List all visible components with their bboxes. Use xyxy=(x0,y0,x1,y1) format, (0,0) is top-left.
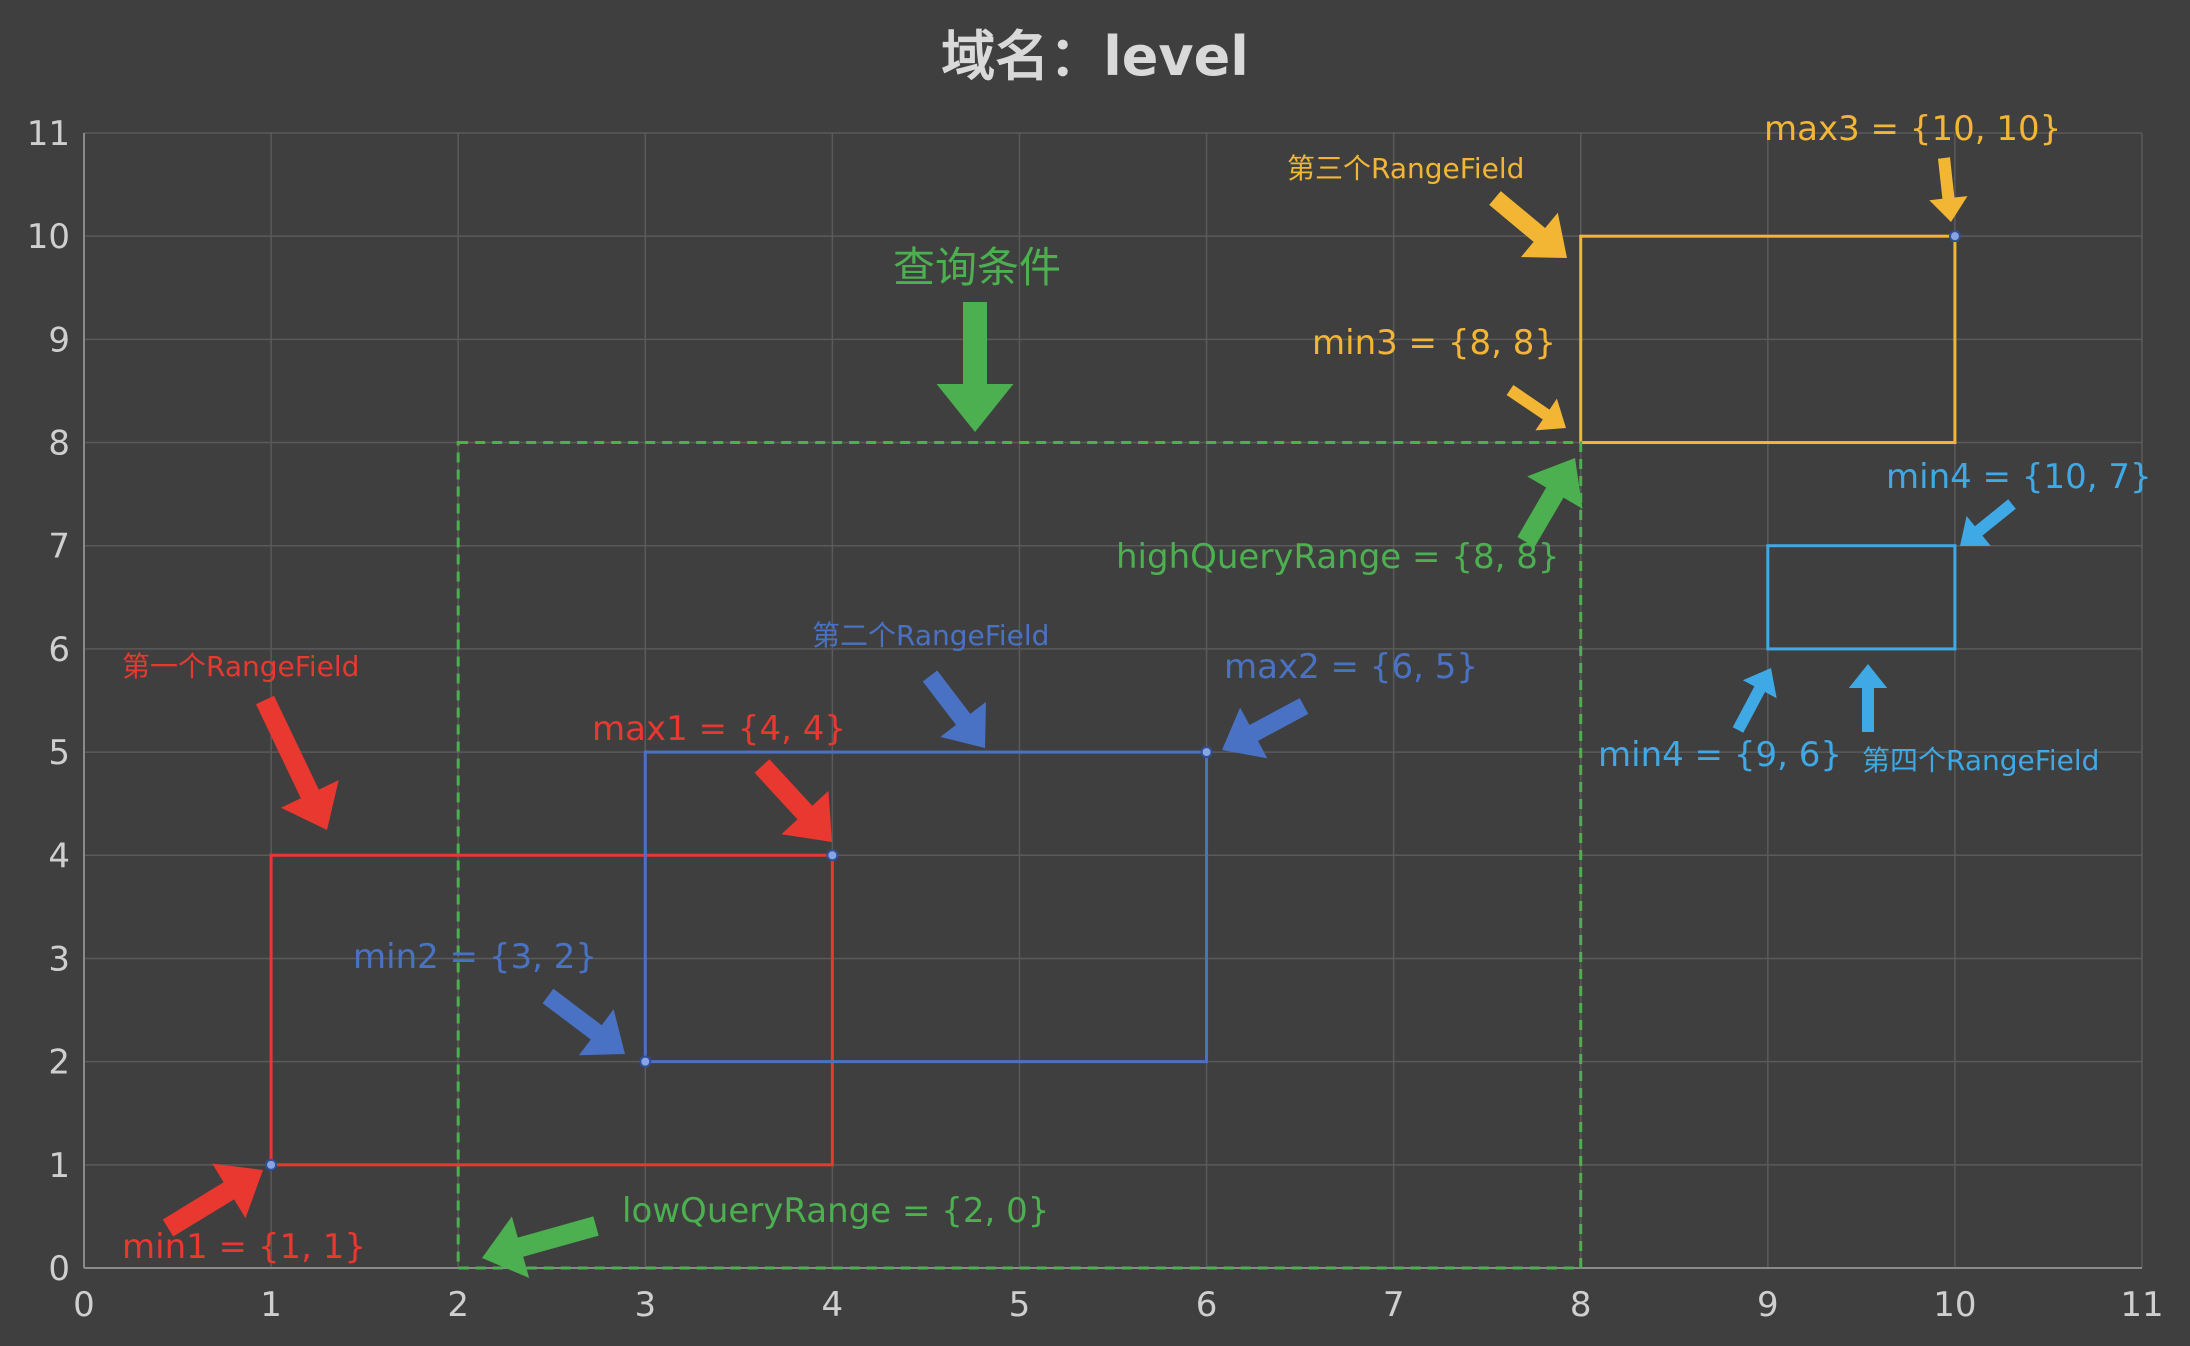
min4-min-label: min4 = {9, 6} xyxy=(1598,735,1842,775)
min4-max-label: min4 = {10, 7} xyxy=(1886,457,2152,497)
range-1-arrow xyxy=(256,695,339,830)
y-tick-label: 2 xyxy=(48,1043,70,1083)
x-tick-label: 3 xyxy=(634,1285,656,1325)
range-2-rect xyxy=(643,750,1209,1064)
x-tick-label: 8 xyxy=(1570,1285,1592,1325)
low-query-label: lowQueryRange = {2, 0} xyxy=(622,1191,1049,1231)
corner-point xyxy=(1948,230,1961,243)
query-label: 查询条件 xyxy=(893,243,1061,292)
min1-arrow xyxy=(162,1163,263,1237)
min4-min-arrow xyxy=(1732,668,1777,733)
max3-arrow xyxy=(1929,157,1968,222)
min1-label: min1 = {1, 1} xyxy=(122,1227,366,1267)
min2-label: min2 = {3, 2} xyxy=(353,937,597,977)
range-4-rect xyxy=(1766,544,1957,651)
y-tick-label: 11 xyxy=(27,114,70,154)
high-query-label: highQueryRange = {8, 8} xyxy=(1116,537,1559,577)
y-tick-label: 8 xyxy=(48,424,70,464)
corner-point xyxy=(639,1055,652,1068)
range-4-arrow xyxy=(1848,664,1888,732)
x-tick-label: 4 xyxy=(822,1285,844,1325)
x-tick-label: 1 xyxy=(260,1285,282,1325)
x-tick-label: 5 xyxy=(1009,1285,1031,1325)
query-arrow xyxy=(936,302,1014,432)
y-tick-label: 0 xyxy=(48,1249,70,1289)
range-1-rect xyxy=(269,853,834,1167)
y-tick-label: 9 xyxy=(48,320,70,360)
x-tick-label: 0 xyxy=(73,1285,95,1325)
y-tick-label: 5 xyxy=(48,733,70,773)
x-tick-label: 11 xyxy=(2120,1285,2163,1325)
max2-label: max2 = {6, 5} xyxy=(1224,647,1478,687)
range-3-label: 第三个RangeField xyxy=(1287,152,1524,185)
y-tick-label: 7 xyxy=(48,527,70,567)
x-tick-label: 6 xyxy=(1196,1285,1218,1325)
x-tick-label: 7 xyxy=(1383,1285,1405,1325)
corner-point xyxy=(826,849,839,862)
max2-arrow xyxy=(1222,698,1309,759)
range-1-label: 第一个RangeField xyxy=(122,650,359,683)
y-tick-label: 10 xyxy=(27,217,70,257)
query-range-rect xyxy=(456,441,1583,1270)
corner-point xyxy=(265,1158,278,1171)
range-3-rect xyxy=(1579,234,1957,445)
max1-label: max1 = {4, 4} xyxy=(592,709,846,749)
range-4-label: 第四个RangeField xyxy=(1862,744,2099,777)
high-query-arrow xyxy=(1517,458,1583,547)
x-tick-label: 2 xyxy=(447,1285,469,1325)
range-2-arrow xyxy=(922,670,986,748)
min3-arrow xyxy=(1506,385,1566,431)
x-tick-label: 9 xyxy=(1757,1285,1779,1325)
y-tick-label: 1 xyxy=(48,1146,70,1186)
y-tick-label: 3 xyxy=(48,939,70,979)
x-tick-label: 10 xyxy=(1933,1285,1976,1325)
y-tick-label: 6 xyxy=(48,630,70,670)
max1-arrow xyxy=(754,759,832,842)
corner-point xyxy=(1200,746,1213,759)
max3-label: max3 = {10, 10} xyxy=(1764,109,2061,149)
min4-max-arrow xyxy=(1960,499,2016,546)
y-tick-label: 4 xyxy=(48,836,70,876)
range-3-arrow xyxy=(1489,191,1567,258)
min2-arrow xyxy=(542,988,625,1056)
low-query-arrow xyxy=(482,1216,599,1278)
range-2-label: 第二个RangeField xyxy=(812,619,1049,652)
chart-title: 域名：level xyxy=(941,25,1249,88)
min3-label: min3 = {8, 8} xyxy=(1312,323,1556,363)
